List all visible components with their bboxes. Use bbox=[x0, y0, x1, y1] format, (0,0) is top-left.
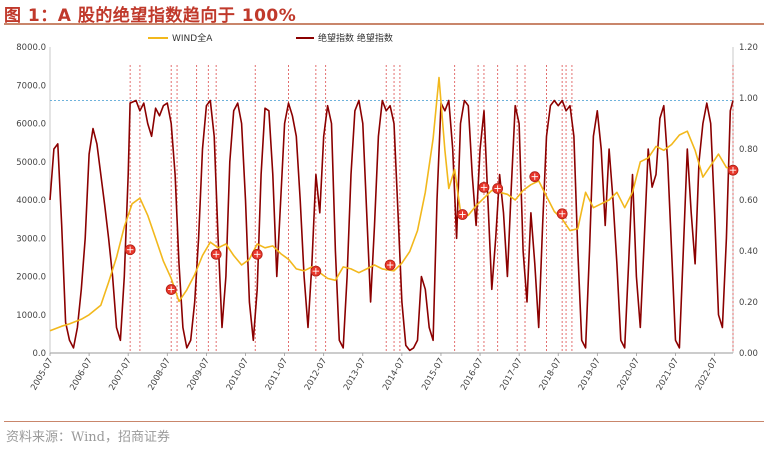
source-rule bbox=[4, 421, 764, 422]
legend-label-wind-a: WIND全A bbox=[172, 32, 213, 44]
y-left-tick-label: 7000.0 bbox=[16, 81, 46, 91]
y-left-tick-label: 3000.0 bbox=[16, 234, 46, 244]
x-tick-label: 2016-07 bbox=[459, 357, 485, 393]
y-right-tick-label: 0.00 bbox=[739, 349, 758, 359]
y-left-tick-label: 4000.0 bbox=[16, 196, 46, 206]
x-tick-label: 2008-07 bbox=[146, 357, 172, 393]
y-left-tick-label: 5000.0 bbox=[16, 158, 46, 168]
x-tick-label: 2022-07 bbox=[694, 357, 720, 393]
x-tick-label: 2019-07 bbox=[577, 357, 603, 393]
x-tick-label: 2005-07 bbox=[29, 357, 55, 393]
y-left-tick-label: 1000.0 bbox=[16, 311, 46, 321]
circle-markers bbox=[124, 164, 739, 295]
x-tick-label: 2012-07 bbox=[303, 357, 329, 393]
source-note: 资料来源：Wind，招商证券 bbox=[6, 430, 170, 445]
figure-title: 图 1：A 股的绝望指数趋向于 100% bbox=[4, 6, 297, 26]
x-tick-label: 2013-07 bbox=[342, 357, 368, 393]
x-tick-label: 2007-07 bbox=[107, 357, 133, 393]
y-right-tick-label: 1.20 bbox=[739, 43, 758, 53]
y-left-tick-label: 0.0 bbox=[32, 349, 46, 359]
x-tick-label: 2006-07 bbox=[68, 357, 94, 393]
legend-label-despair: 绝望指数 绝望指数 bbox=[318, 32, 393, 44]
x-tick-label: 2010-07 bbox=[225, 357, 251, 393]
y-right-tick-label: 0.60 bbox=[739, 196, 758, 206]
x-tick-label: 2011-07 bbox=[264, 357, 290, 393]
y-left-tick-label: 2000.0 bbox=[16, 273, 46, 283]
chart-series bbox=[49, 76, 734, 352]
x-tick-label: 2018-07 bbox=[537, 357, 563, 393]
title-rule bbox=[4, 23, 764, 25]
y-left-tick-label: 6000.0 bbox=[16, 120, 46, 130]
y-right-tick-label: 0.40 bbox=[739, 247, 758, 257]
y-left-tick-label: 8000.0 bbox=[16, 43, 46, 53]
y-right-tick-label: 1.00 bbox=[739, 94, 758, 104]
x-tick-label: 2020-07 bbox=[616, 357, 642, 393]
legend: WIND全A 绝望指数 绝望指数 bbox=[148, 32, 393, 44]
y-right-tick-label: 0.20 bbox=[739, 298, 758, 308]
x-tick-label: 2021-07 bbox=[655, 357, 681, 393]
x-tick-label: 2017-07 bbox=[498, 357, 524, 393]
x-tick-label: 2015-07 bbox=[420, 357, 446, 393]
y-right-tick-label: 0.80 bbox=[739, 145, 758, 155]
series-line-despair bbox=[49, 99, 734, 352]
x-tick-label: 2014-07 bbox=[381, 357, 407, 393]
x-tick-label: 2009-07 bbox=[186, 357, 212, 393]
